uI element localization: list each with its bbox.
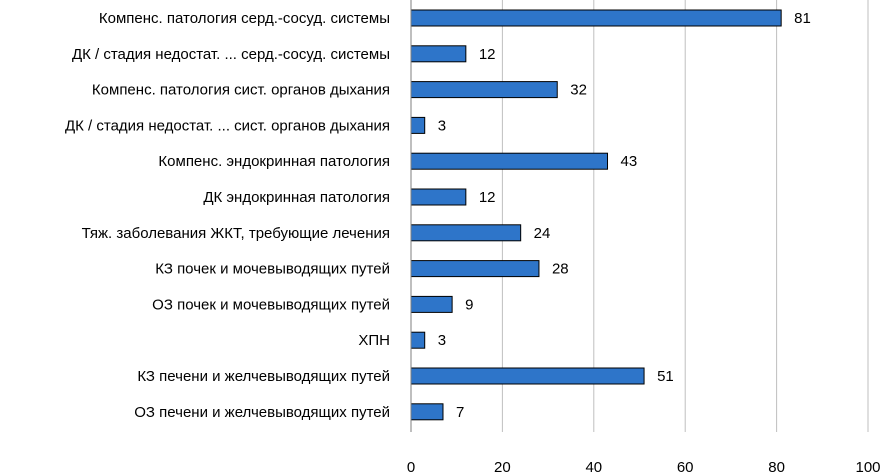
- category-label: Тяж. заболевания ЖКТ, требующие лечения: [82, 225, 390, 242]
- value-label: 3: [438, 332, 446, 349]
- bars: [410, 9, 782, 421]
- bar: [410, 367, 645, 385]
- category-label: Компенс. патология серд.-сосуд. системы: [99, 10, 390, 27]
- gridlines: [501, 0, 869, 432]
- x-tick-label: 60: [677, 459, 694, 474]
- category-label: Компенс. патология сист. органов дыхания: [92, 82, 390, 99]
- bar: [410, 45, 467, 63]
- category-label: КЗ почек и мочевыводящих путей: [155, 261, 390, 278]
- value-label: 7: [456, 404, 464, 421]
- value-label: 81: [794, 10, 811, 27]
- bar: [410, 260, 540, 278]
- category-label: ХПН: [358, 332, 390, 349]
- bar: [410, 331, 426, 349]
- bar: [410, 403, 444, 421]
- bar: [410, 152, 609, 170]
- bar: [410, 188, 467, 206]
- bar: [410, 295, 453, 313]
- bar: [410, 224, 522, 242]
- value-label: 12: [479, 46, 496, 63]
- category-label: ДК / стадия недостат. ... сист. органов …: [65, 117, 390, 134]
- value-label: 12: [479, 189, 496, 206]
- value-label: 28: [552, 261, 569, 278]
- value-label: 3: [438, 117, 446, 134]
- value-label: 51: [657, 368, 674, 385]
- bar: [410, 116, 426, 134]
- category-label: ДК / стадия недостат. ... серд.-сосуд. с…: [72, 46, 390, 63]
- x-tick-label: 100: [855, 459, 880, 474]
- x-tick-labels: 0 20 40 60 80 100: [407, 459, 881, 474]
- category-label: ОЗ печени и желчевыводящих путей: [134, 404, 390, 421]
- category-labels: Компенс. патология серд.-сосуд. системы Д…: [65, 10, 390, 421]
- value-label: 32: [570, 82, 587, 99]
- x-tick-label: 40: [585, 459, 602, 474]
- value-label: 24: [534, 225, 551, 242]
- category-label: ОЗ почек и мочевыводящих путей: [152, 296, 390, 313]
- x-tick-label: 20: [494, 459, 511, 474]
- value-labels: 81 12 32 3 43 12 24 28 9 3 51 7: [438, 10, 811, 421]
- value-label: 9: [465, 296, 473, 313]
- x-tick-label: 0: [407, 459, 415, 474]
- value-label: 43: [621, 153, 638, 170]
- category-label: Компенс. эндокринная патология: [158, 153, 390, 170]
- bar: [410, 9, 782, 27]
- bar: [410, 81, 558, 99]
- category-label: КЗ печени и желчевыводящих путей: [137, 368, 390, 385]
- x-tick-label: 80: [768, 459, 785, 474]
- category-label: ДК эндокринная патология: [203, 189, 390, 206]
